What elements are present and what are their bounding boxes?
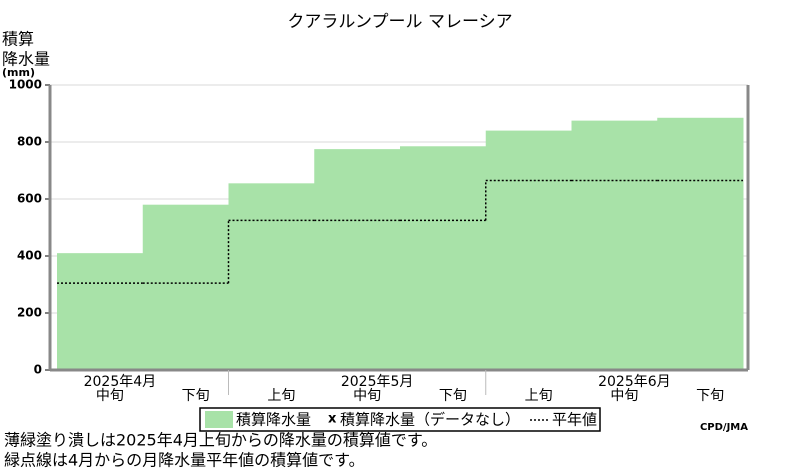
- y-tick-label: 200: [17, 306, 42, 320]
- x-tick-label: 下旬: [696, 388, 724, 404]
- legend-swatch: [205, 411, 233, 428]
- x-tick-label: 上旬: [267, 388, 295, 404]
- bar: [228, 183, 315, 370]
- credit: CPD/JMA: [700, 422, 748, 433]
- chart-title: クアラルンプール マレーシア: [287, 12, 512, 32]
- x-tick-label: 中旬: [96, 388, 124, 404]
- note: 薄緑塗り潰しは2025年4月上旬からの降水量の積算値です。: [4, 431, 437, 450]
- bar: [485, 130, 572, 370]
- y-tick-label: 0: [34, 363, 42, 377]
- bar: [571, 120, 658, 370]
- y-tick-label: 400: [17, 249, 42, 263]
- x-tick-label: 中旬: [353, 388, 381, 404]
- legend-box: [199, 407, 601, 432]
- legend-label: 積算降水量（データなし）: [340, 411, 520, 429]
- x-tick-label: 下旬: [182, 388, 210, 404]
- y-axis-label: (mm): [2, 66, 35, 79]
- bar: [314, 149, 401, 370]
- y-axis-label: 積算: [2, 30, 34, 49]
- bar: [57, 253, 144, 370]
- y-tick-label: 600: [17, 192, 42, 206]
- legend-label: 積算降水量: [236, 411, 311, 429]
- y-tick-label: 800: [17, 135, 42, 149]
- x-tick-label: 上旬: [525, 388, 553, 404]
- note: 緑点線は4月からの月降水量平年値の積算値です。: [4, 451, 365, 470]
- x-tick-label: 下旬: [439, 388, 467, 404]
- x-tick-label: 中旬: [610, 388, 638, 404]
- y-axis-label: 降水量: [2, 50, 50, 69]
- legend-label: 平年値: [552, 411, 597, 429]
- bar: [400, 146, 487, 370]
- month-label: 2025年6月: [598, 374, 671, 390]
- bar: [142, 204, 229, 370]
- month-label: 2025年4月: [84, 374, 157, 390]
- bar: [657, 117, 744, 371]
- y-tick-label: 1000: [9, 78, 42, 92]
- legend-marker: x: [328, 412, 337, 427]
- month-label: 2025年5月: [341, 374, 414, 390]
